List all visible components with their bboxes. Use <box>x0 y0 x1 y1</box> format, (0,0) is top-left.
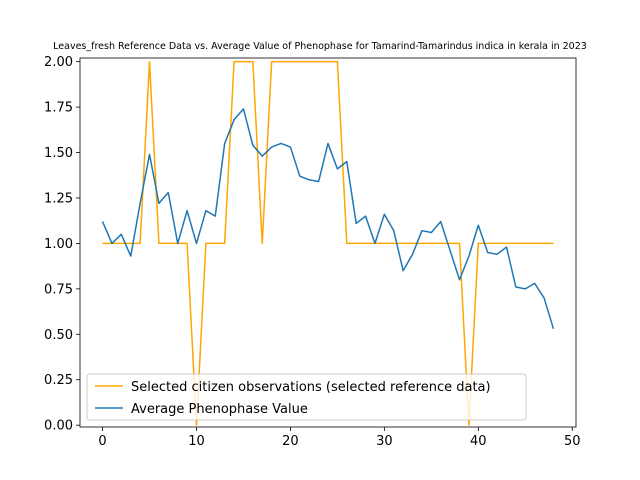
y-tick-label: 2.00 <box>44 55 73 70</box>
axes-layer: 0 10 20 30 40 50 0.00 0.25 0.50 0.75 1.00 1.25 1.50 1… <box>44 55 580 449</box>
x-tick-label: 20 <box>282 434 299 449</box>
legend-box <box>86 373 527 421</box>
plot-area <box>80 58 576 427</box>
y-tick-label: 1.50 <box>44 146 73 161</box>
y-tick-label: 0.75 <box>44 282 73 297</box>
y-tick-label: 1.25 <box>44 191 73 206</box>
y-tick-label: 1.75 <box>44 101 73 116</box>
series-layer <box>101 60 555 426</box>
x-tick-label: 40 <box>470 434 487 449</box>
y-tick-label: 0.25 <box>44 373 73 388</box>
legend-label-average: Average Phenophase Value <box>131 402 308 417</box>
axes-frame <box>79 57 577 428</box>
x-tick-label: 0 <box>98 434 106 449</box>
x-tick-label: 50 <box>564 434 581 449</box>
y-tick-label: 1.00 <box>44 237 73 252</box>
legend-label-reference: Selected citizen observations (selected … <box>131 380 491 395</box>
y-tick-label: 0.50 <box>44 328 73 343</box>
series-line-1 <box>101 108 555 330</box>
x-tick-label: 30 <box>376 434 393 449</box>
chart-title: Leaves_fresh Reference Data vs. Average … <box>53 41 587 52</box>
y-tick-label: 0.00 <box>44 419 73 434</box>
x-tick-label: 10 <box>188 434 205 449</box>
legend: Selected citizen observations (selected … <box>86 373 527 421</box>
